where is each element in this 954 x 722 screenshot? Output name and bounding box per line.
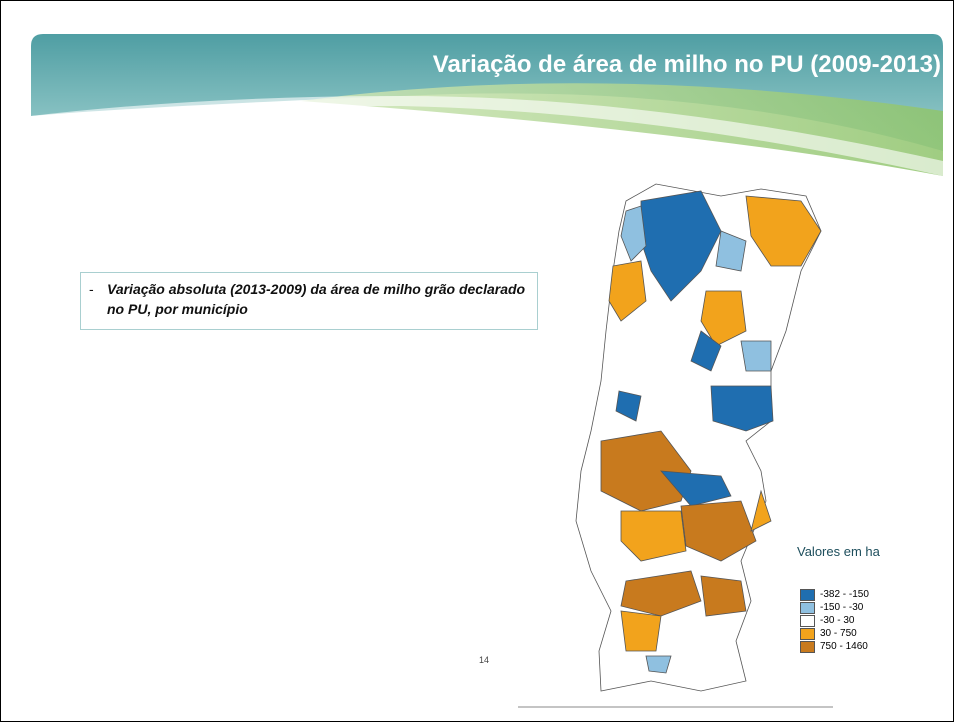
legend-title: Valores em ha xyxy=(797,544,880,559)
legend-item: -382 - -150 xyxy=(800,588,869,601)
bullet-marker: - xyxy=(89,281,94,297)
legend-item: 750 - 1460 xyxy=(800,640,869,653)
legend-item: -150 - -30 xyxy=(800,601,869,614)
page-number: 14 xyxy=(479,655,490,665)
legend-swatch xyxy=(800,614,815,627)
legend-item: 30 - 750 xyxy=(800,627,869,640)
legend-swatch xyxy=(800,601,815,614)
legend-label: -150 - -30 xyxy=(820,602,864,613)
legend-swatch xyxy=(800,627,815,640)
legend: -382 - -150 -150 - -30 -30 - 30 30 - 750 750… xyxy=(800,588,869,653)
bullet-text: Variação absoluta (2013-2009) da área de… xyxy=(107,281,526,317)
legend-label: -30 - 30 xyxy=(820,615,855,626)
legend-swatch xyxy=(800,640,815,653)
legend-label: 30 - 750 xyxy=(820,628,857,639)
legend-item: -30 - 30 xyxy=(800,614,869,627)
slide-title: Variação de área de milho no PU (2009-20… xyxy=(432,51,941,78)
legend-swatch xyxy=(800,588,815,601)
legend-label: 750 - 1460 xyxy=(820,641,868,652)
bullet-box: - Variação absoluta (2013-2009) da área … xyxy=(80,272,538,330)
legend-label: -382 - -150 xyxy=(820,589,869,600)
